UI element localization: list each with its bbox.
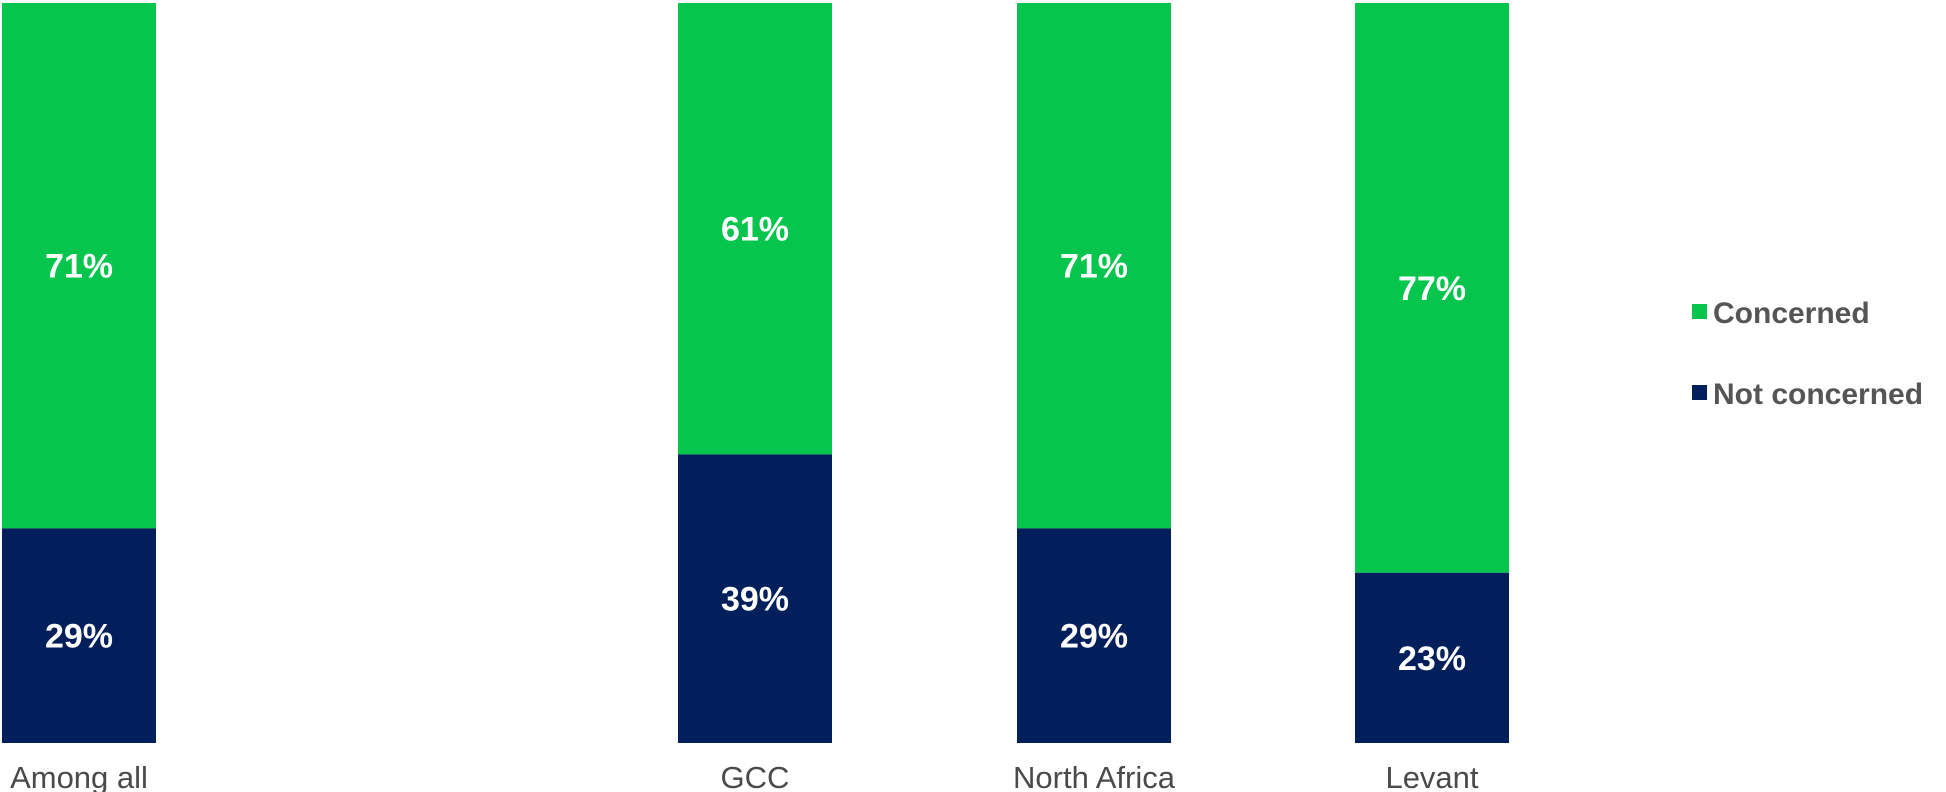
segment-label-not-concerned-3: 23% bbox=[1398, 640, 1466, 678]
bar-concerned-2 bbox=[1017, 3, 1171, 529]
legend-label-concerned: Concerned bbox=[1713, 297, 1870, 330]
segment-label-concerned-0: 71% bbox=[45, 248, 113, 286]
category-label-2: North Africa bbox=[1013, 760, 1176, 792]
segment-label-concerned-3: 77% bbox=[1398, 270, 1466, 308]
category-labels-group: Among all GCC North Africa Levant bbox=[10, 760, 1479, 792]
segment-label-not-concerned-1: 39% bbox=[721, 581, 789, 619]
legend-label-not-concerned: Not concerned bbox=[1713, 378, 1923, 411]
bar-not-concerned-0 bbox=[2, 528, 156, 743]
bar-not-concerned-3 bbox=[1355, 572, 1509, 743]
legend-swatch-concerned bbox=[1692, 304, 1707, 319]
segment-label-concerned-1: 61% bbox=[721, 211, 789, 249]
segment-label-not-concerned-2: 29% bbox=[1060, 618, 1128, 656]
bars-group bbox=[2, 3, 1509, 743]
segment-label-concerned-2: 71% bbox=[1060, 248, 1128, 286]
bar-concerned-3 bbox=[1355, 3, 1509, 573]
segment-labels-group: 71% 29% 61% 39% 71% 29% 77% 23% bbox=[45, 211, 1466, 678]
segment-label-not-concerned-0: 29% bbox=[45, 618, 113, 656]
legend-swatch-not-concerned bbox=[1692, 385, 1707, 400]
bar-concerned-1 bbox=[678, 3, 832, 455]
category-label-1: GCC bbox=[721, 760, 790, 792]
legend: Concerned Not concerned bbox=[1692, 297, 1923, 411]
category-label-3: Levant bbox=[1385, 760, 1478, 792]
bar-concerned-0 bbox=[2, 3, 156, 529]
bar-not-concerned-1 bbox=[678, 454, 832, 743]
bar-not-concerned-2 bbox=[1017, 528, 1171, 743]
category-label-0: Among all bbox=[10, 760, 148, 792]
